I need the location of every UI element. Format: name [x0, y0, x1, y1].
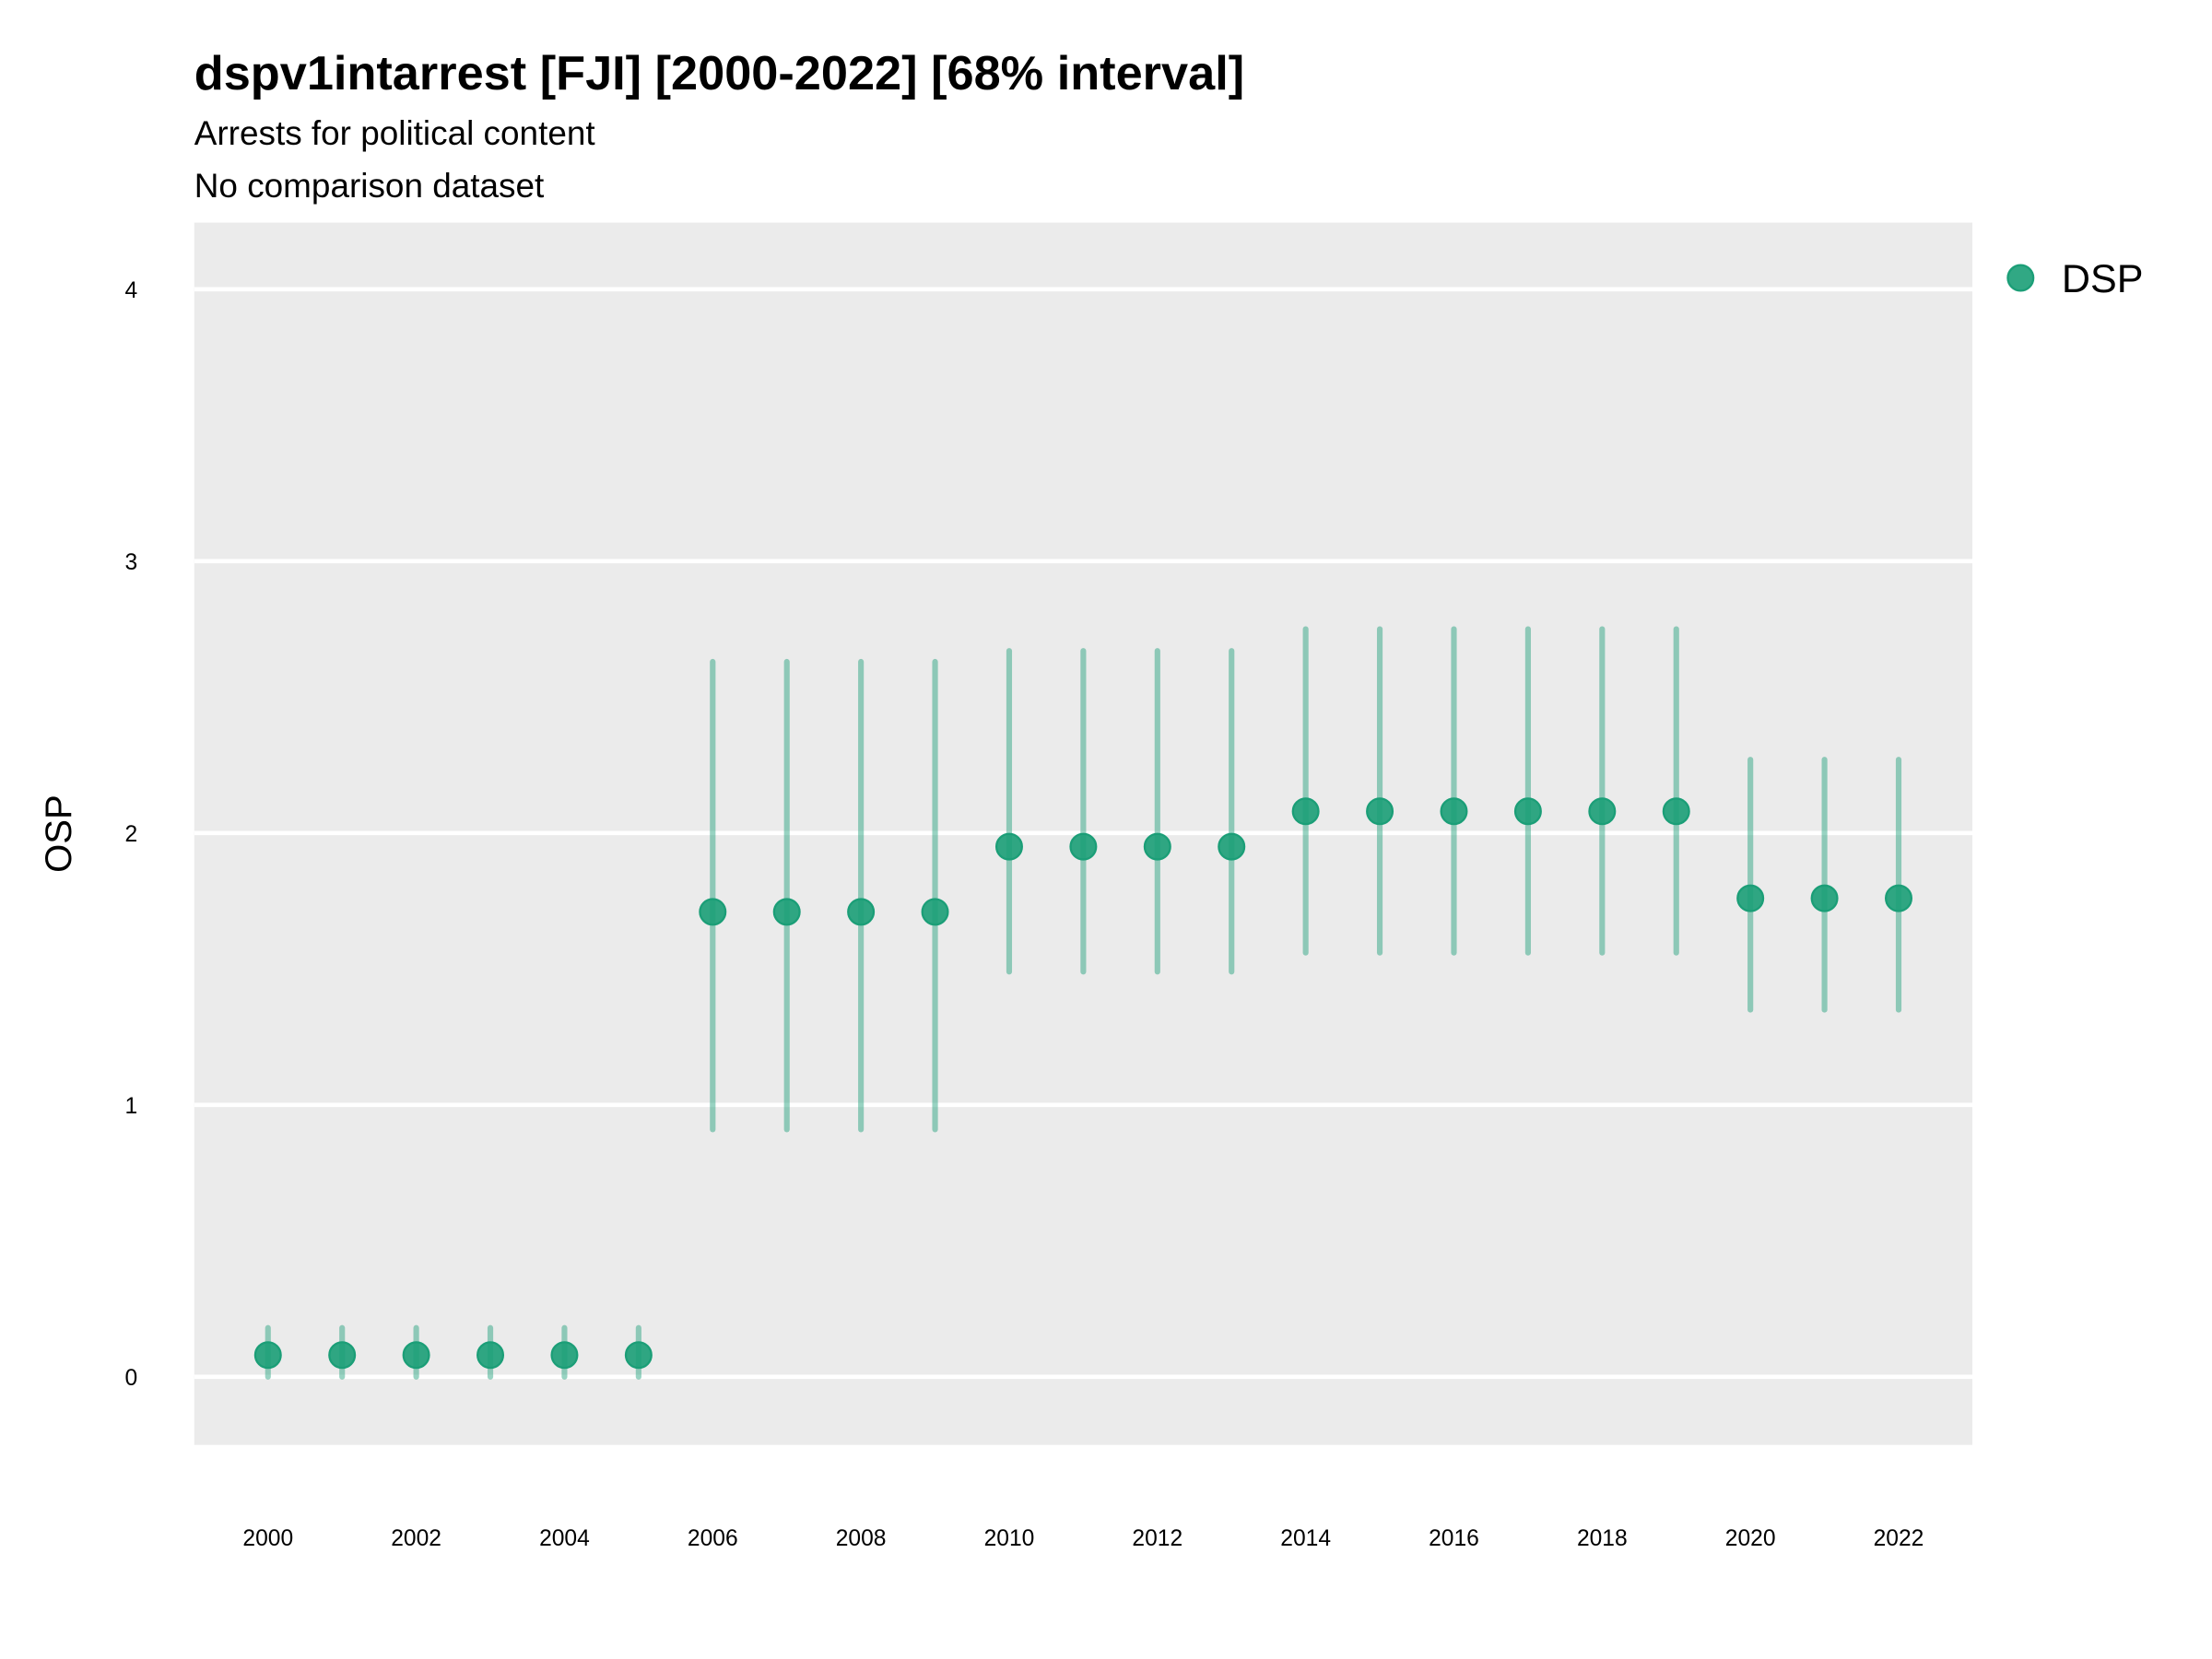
data-point: [921, 898, 949, 926]
data-marks: [253, 626, 1912, 1380]
chart-caption: No comparison dataset: [194, 167, 545, 205]
chart-subtitle: Arrests for political content: [194, 114, 595, 152]
legend-marker-dsp: [2006, 264, 2035, 292]
y-tick-label: 2: [125, 822, 138, 847]
data-point: [624, 1341, 653, 1370]
y-axis-label: OSP: [39, 794, 79, 872]
data-point: [772, 898, 801, 926]
y-tick-label: 0: [125, 1366, 138, 1391]
y-tick-label: 1: [125, 1094, 138, 1119]
data-point: [1810, 884, 1839, 912]
data-point: [994, 832, 1023, 861]
data-point: [1069, 832, 1098, 861]
x-tick-label: 2022: [1874, 1526, 1924, 1551]
x-tick-label: 2002: [391, 1526, 441, 1551]
data-point: [1366, 797, 1394, 826]
y-tick-label: 3: [125, 550, 138, 575]
x-tick-label: 2008: [836, 1526, 887, 1551]
data-point: [1218, 832, 1246, 861]
x-tick-label: 2010: [984, 1526, 1035, 1551]
data-point: [328, 1341, 357, 1370]
legend: DSP: [2006, 257, 2144, 301]
y-tick-label: 4: [125, 278, 138, 303]
data-point: [1736, 884, 1765, 912]
x-tick-label: 2018: [1577, 1526, 1628, 1551]
data-point: [253, 1341, 282, 1370]
y-tick-labels: 0 1 2 3 4: [125, 278, 138, 1391]
data-point: [1143, 832, 1171, 861]
data-point: [1513, 797, 1542, 826]
data-point: [550, 1341, 579, 1370]
x-tick-label: 2004: [539, 1526, 590, 1551]
chart-title: dspv1intarrest [FJI] [2000-2022] [68% in…: [194, 47, 1244, 100]
data-point: [699, 898, 727, 926]
x-tick-label: 2020: [1725, 1526, 1776, 1551]
data-point: [402, 1341, 430, 1370]
x-tick-label: 2016: [1429, 1526, 1479, 1551]
data-point: [477, 1341, 505, 1370]
data-point: [1440, 797, 1468, 826]
x-tick-label: 2012: [1132, 1526, 1182, 1551]
x-tick-label: 2006: [688, 1526, 738, 1551]
data-point: [847, 898, 876, 926]
x-tick-labels: 2000 2002 2004 2006 2008 2010 2012 2014 2016 2018…: [242, 1526, 1924, 1551]
legend-label-dsp: DSP: [2062, 257, 2144, 301]
data-point: [1885, 884, 1912, 912]
data-point: [1291, 797, 1320, 826]
data-point: [1588, 797, 1617, 826]
data-point: [1662, 797, 1690, 826]
x-tick-label: 2000: [242, 1526, 293, 1551]
x-tick-label: 2014: [1280, 1526, 1331, 1551]
